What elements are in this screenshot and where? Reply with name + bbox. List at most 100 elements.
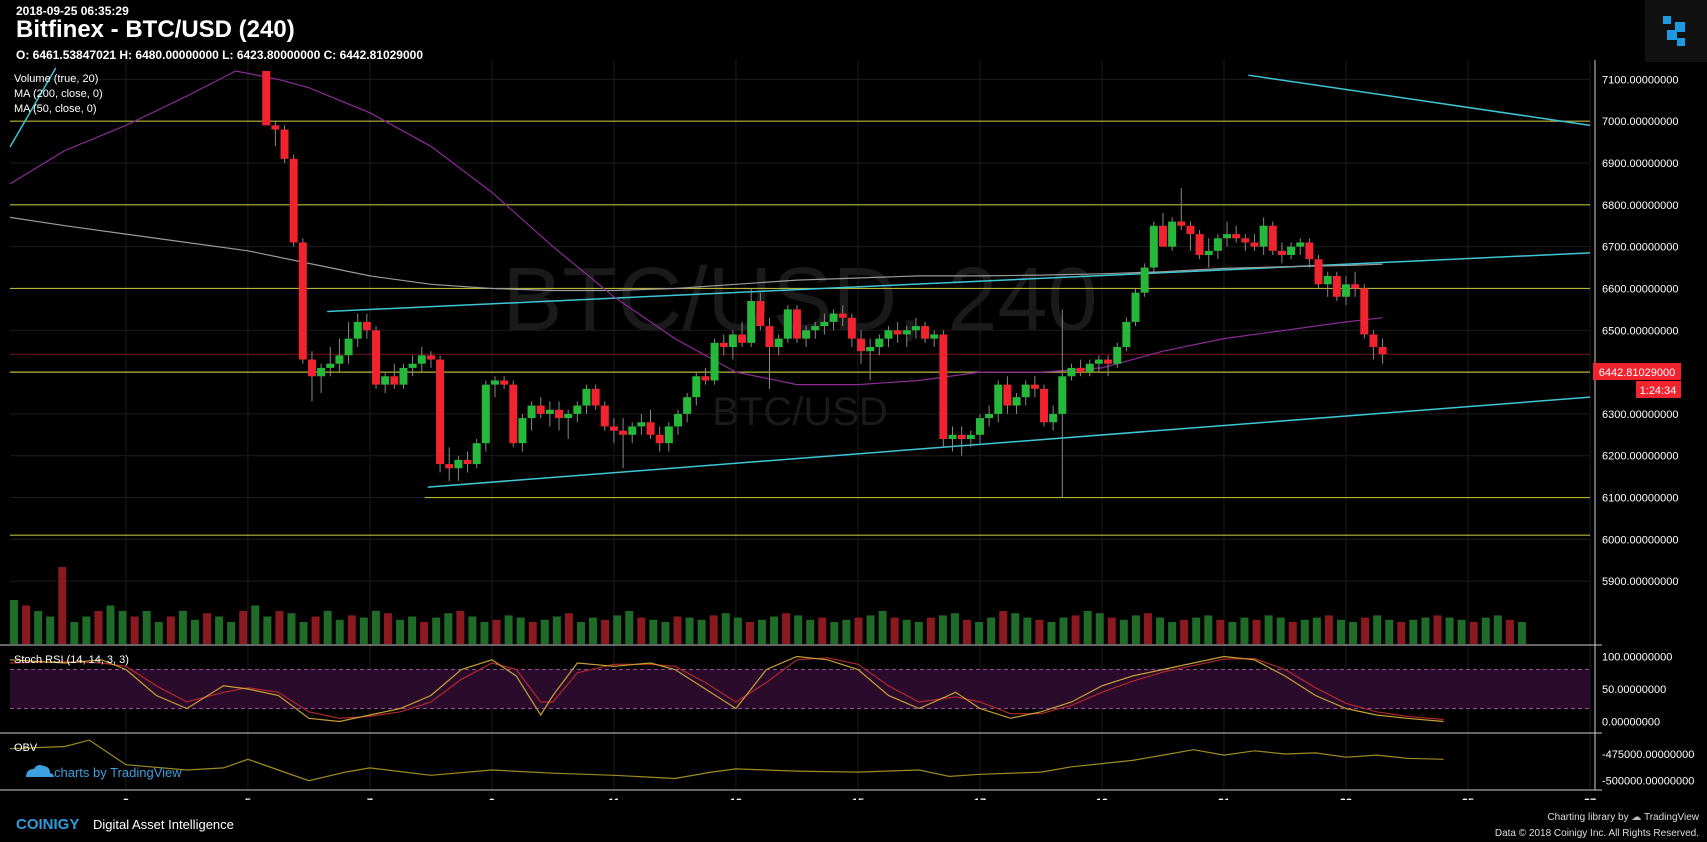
- candle-body: [1085, 363, 1094, 373]
- volume-bar: [1312, 617, 1321, 644]
- price-tick-label: 6100.00000000: [1602, 493, 1678, 505]
- volume-bar: [1469, 622, 1478, 644]
- candle-body: [838, 313, 847, 318]
- candle-body: [1058, 376, 1067, 414]
- trend-line: [9, 67, 57, 148]
- volume-bar: [1349, 622, 1358, 644]
- volume-bar: [1228, 622, 1237, 644]
- volume-bar: [383, 613, 392, 644]
- volume-bar: [299, 622, 308, 644]
- candle-body: [591, 388, 600, 406]
- candle-body: [829, 313, 838, 322]
- brand-name: COINIGY: [16, 816, 80, 833]
- volume-bar: [649, 619, 658, 644]
- candle-body: [600, 405, 609, 427]
- price-chart[interactable]: BTC/USD, 240 BTC/USD 7100.000000007000.0…: [0, 0, 1707, 800]
- volume-bar: [311, 616, 320, 644]
- price-tick-label: 7000.00000000: [1602, 116, 1678, 128]
- candles: [262, 71, 1387, 498]
- candle-body: [390, 376, 399, 385]
- volume-bar: [1011, 613, 1020, 644]
- candle-body: [1287, 246, 1296, 255]
- time-tick-label: 25: [1462, 797, 1474, 800]
- volume-bar: [697, 619, 706, 644]
- candle-body: [966, 434, 975, 439]
- candle-body: [1012, 397, 1021, 406]
- candle-body: [399, 367, 408, 385]
- obv-pane: -475000.00000000 -500000.00000000: [9, 739, 1694, 788]
- volume-bar: [1445, 617, 1454, 644]
- volume-bar: [70, 622, 79, 644]
- candle-body: [609, 426, 618, 431]
- candle-body: [1149, 225, 1158, 268]
- time-tick-label: 7: [367, 797, 373, 800]
- volume-bar: [1143, 613, 1152, 644]
- volume-bar: [1373, 615, 1382, 644]
- volume-bar: [890, 617, 899, 644]
- horizontal-levels: [10, 120, 1590, 536]
- candle-body: [1204, 250, 1213, 255]
- volume-bar: [999, 611, 1008, 644]
- candle-body: [1195, 234, 1204, 255]
- volume-bar: [1300, 619, 1309, 644]
- volume-bar: [854, 617, 863, 644]
- time-tick-label: 27: [1584, 797, 1596, 800]
- watermark-pair-sub: BTC/USD: [712, 390, 888, 434]
- candle-body: [426, 355, 435, 360]
- candle-body: [738, 334, 747, 343]
- tradingview-credit[interactable]: charts by TradingView: [26, 765, 182, 780]
- moving-averages: [9, 70, 1383, 386]
- candle-body: [1323, 275, 1332, 285]
- candle-body: [307, 359, 316, 377]
- time-tick-label: 23: [1340, 797, 1352, 800]
- volume-bar: [1047, 622, 1056, 644]
- candle-body: [1067, 367, 1076, 377]
- coinigy-logo-icon[interactable]: [1645, 0, 1707, 62]
- volume-bar: [1071, 615, 1080, 644]
- candle-body: [1040, 388, 1049, 423]
- volume-bar: [794, 615, 803, 644]
- volume-bar: [118, 611, 127, 644]
- price-tick-label: 7100.00000000: [1602, 74, 1678, 86]
- volume-bar: [963, 619, 972, 644]
- price-axis: 7100.00000000 7000.00000000 6900.00000000 6…: [1602, 74, 1678, 588]
- stoch-tick-label: 50.00000000: [1602, 684, 1666, 696]
- volume-bar: [1168, 622, 1177, 644]
- candle-body: [372, 330, 381, 385]
- legend-ma200: MA (200, close, 0): [14, 88, 103, 100]
- price-tick-label: 6000.00000000: [1602, 534, 1678, 546]
- candle-body: [344, 338, 353, 356]
- candle-body: [1158, 225, 1167, 247]
- candle-body: [1131, 292, 1140, 322]
- candle-body: [939, 334, 948, 439]
- candle-body: [1259, 225, 1268, 247]
- volume-bar: [733, 617, 742, 644]
- time-tick-label: 19: [1096, 797, 1108, 800]
- candle-body: [820, 321, 829, 327]
- volume-bar: [1385, 619, 1394, 644]
- candle-body: [1232, 234, 1241, 239]
- candle-body: [408, 363, 417, 368]
- stoch-k-line: [9, 655, 1444, 723]
- volume-bar: [22, 605, 31, 644]
- candle-body: [655, 434, 664, 444]
- volume-bar: [1107, 617, 1116, 644]
- candle-body: [664, 426, 673, 444]
- volume-bar: [770, 616, 778, 644]
- candle-body: [902, 330, 911, 335]
- footer-credits: Charting library by ☁ TradingView Data ©…: [1495, 810, 1699, 842]
- candle-body: [719, 342, 728, 347]
- tv-cloud-icon: ☁: [1631, 812, 1642, 823]
- candle-body: [628, 426, 637, 435]
- volume-bar: [975, 622, 984, 644]
- candle-body: [454, 459, 463, 469]
- price-tick-label: 6900.00000000: [1602, 158, 1678, 170]
- last-price-label: 6442.81029000: [1599, 367, 1675, 379]
- candle-body: [1332, 275, 1341, 297]
- stoch-tick-label: 100.00000000: [1602, 652, 1672, 664]
- volume-bar: [757, 619, 766, 644]
- candle-body: [362, 321, 371, 331]
- volume-bar: [721, 613, 730, 644]
- trend-line: [427, 396, 1591, 488]
- volume-bar: [564, 613, 573, 644]
